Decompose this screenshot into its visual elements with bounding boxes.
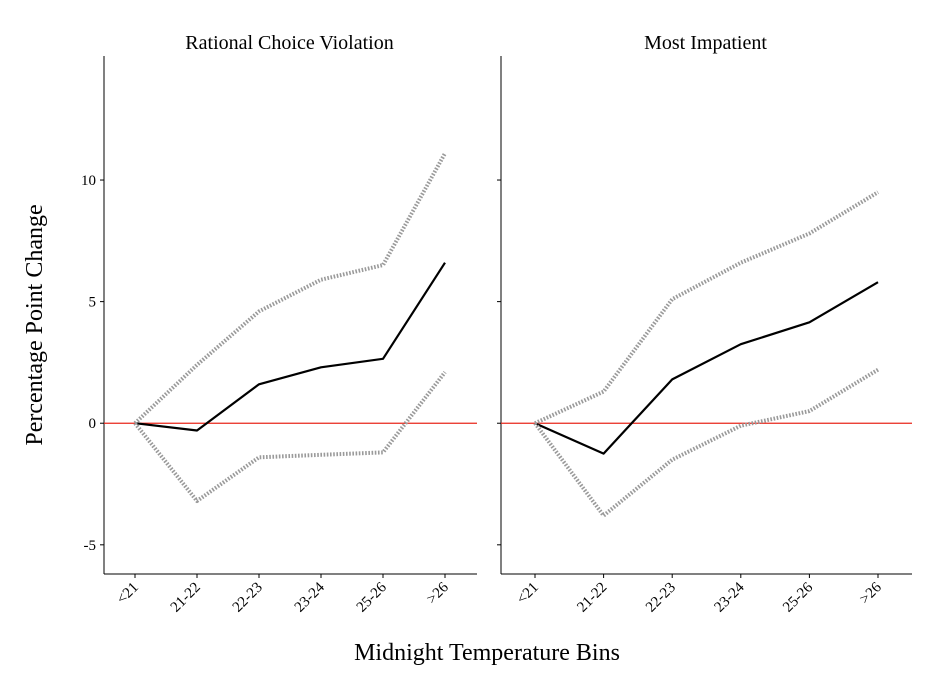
y-tick-label: 5 <box>89 295 97 311</box>
lower-ci-line <box>133 370 447 503</box>
x-tick-label: <21 <box>514 580 542 608</box>
panel-title: Most Impatient <box>644 32 767 54</box>
upper-ci-line <box>133 152 447 425</box>
y-tick-label: 0 <box>89 416 97 432</box>
panel-2: Most Impatient <21 21-22 22-23 23-24 25-26 >26 <box>497 32 912 616</box>
x-tick-label: 23-24 <box>712 579 748 615</box>
upper-ci-line <box>534 190 880 426</box>
estimate-line <box>534 281 879 455</box>
x-tick-label: >26 <box>857 579 885 607</box>
x-tick-label: 22-23 <box>643 580 679 616</box>
panels: Rational Choice Violation -5 0 5 10 <21 21-22 2… <box>81 32 912 616</box>
x-tick-label: <21 <box>114 580 142 608</box>
estimate-line <box>134 262 446 432</box>
x-tick-label: 21-22 <box>168 580 204 616</box>
panel-title: Rational Choice Violation <box>185 32 393 54</box>
y-tick-label: -5 <box>84 538 97 554</box>
x-tick-label: 25-26 <box>780 579 816 615</box>
y-tick-label: 10 <box>81 173 96 189</box>
x-tick-label: 23-24 <box>292 579 328 615</box>
x-tick-label: 22-23 <box>230 580 266 616</box>
panel-1: Rational Choice Violation -5 0 5 10 <21 21-22 2… <box>81 32 477 616</box>
y-axis-title: Percentage Point Change <box>22 204 48 445</box>
x-tick-label: 25-26 <box>354 579 390 615</box>
lower-ci-line <box>533 367 880 518</box>
x-axis-title: Midnight Temperature Bins <box>354 640 620 666</box>
x-tick-label: >26 <box>424 579 452 607</box>
x-tick-label: 21-22 <box>574 580 610 616</box>
